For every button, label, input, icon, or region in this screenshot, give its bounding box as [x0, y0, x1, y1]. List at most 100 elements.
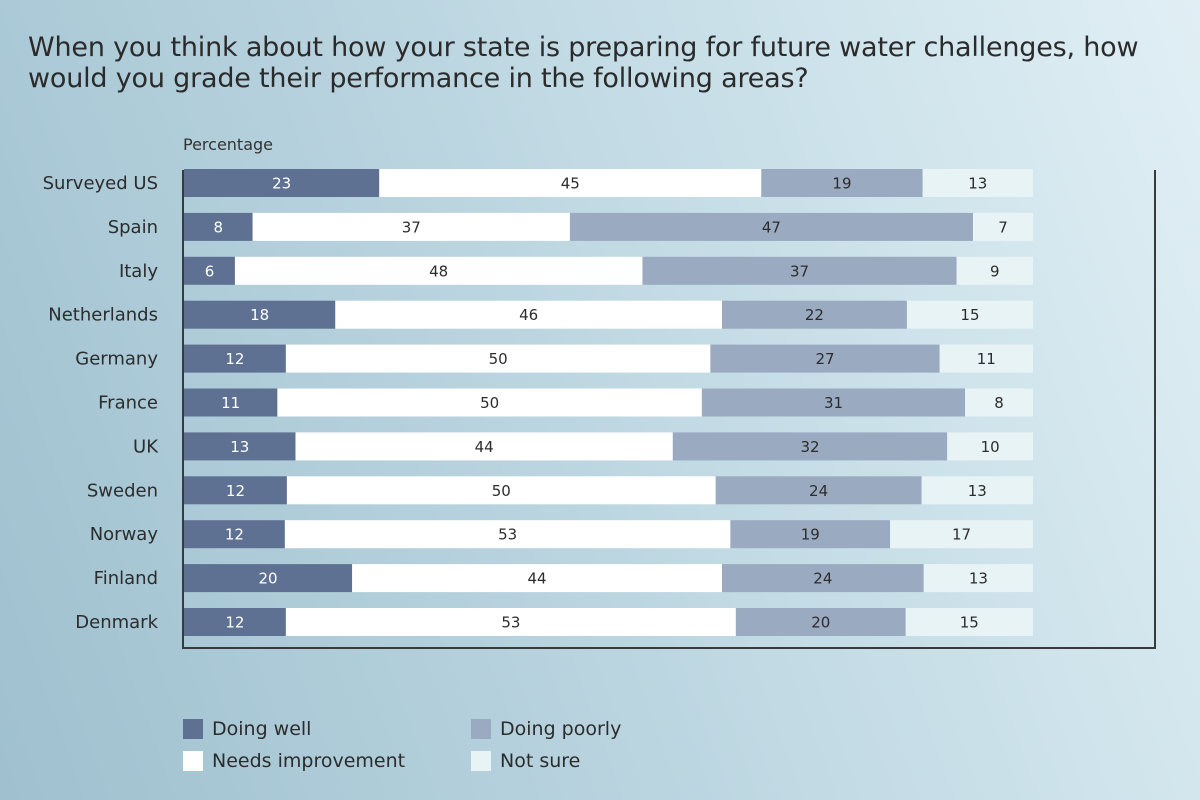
category-label-netherlands: Netherlands: [48, 305, 158, 326]
legend-item-doing-poorly: Doing poorly: [471, 718, 621, 740]
category-label-italy: Italy: [119, 261, 158, 282]
data-label-not-sure-netherlands: 15: [960, 306, 979, 324]
data-label-needs-improvement-italy: 48: [429, 262, 448, 280]
bar-doing-poorly-spain: [569, 212, 973, 241]
bar-not-sure-sweden: [921, 476, 1033, 505]
legend-item-needs-improvement: Needs improvement: [183, 750, 405, 772]
bar-needs-improvement-germany: [285, 344, 711, 373]
data-label-doing-well-finland: 20: [259, 570, 278, 588]
data-label-doing-well-germany: 12: [225, 350, 244, 368]
data-label-needs-improvement-finland: 44: [528, 570, 547, 588]
legend-item-doing-well: Doing well: [183, 718, 311, 740]
data-label-doing-well-denmark: 12: [225, 614, 244, 632]
bar-doing-poorly-denmark: [735, 608, 906, 636]
bar-needs-improvement-france: [277, 388, 702, 417]
bar-doing-well-norway: [184, 520, 285, 549]
bar-not-sure-france: [965, 388, 1033, 417]
data-label-doing-poorly-surveyed-us: 19: [832, 175, 851, 193]
bar-not-sure-denmark: [905, 608, 1033, 636]
data-label-needs-improvement-norway: 53: [498, 526, 517, 544]
bar-needs-improvement-norway: [284, 520, 731, 549]
legend-item-not-sure: Not sure: [471, 750, 580, 772]
bar-not-sure-italy: [956, 256, 1033, 285]
bar-doing-well-germany: [184, 344, 286, 373]
bar-doing-well-uk: [184, 432, 296, 461]
bar-needs-improvement-sweden: [286, 476, 716, 505]
data-label-not-sure-norway: 17: [952, 526, 971, 544]
data-label-not-sure-finland: 13: [969, 570, 988, 588]
bar-doing-well-netherlands: [184, 300, 336, 329]
data-label-needs-improvement-germany: 50: [489, 350, 508, 368]
chart-title: When you think about how your state is p…: [28, 32, 1139, 94]
bar-doing-well-france: [184, 388, 278, 417]
data-label-doing-poorly-spain: 47: [762, 218, 781, 236]
data-label-doing-well-italy: 6: [205, 262, 215, 280]
data-label-doing-well-france: 11: [221, 394, 240, 412]
bar-doing-poorly-uk: [672, 432, 948, 461]
category-label-france: France: [98, 393, 158, 414]
bar-doing-poorly-netherlands: [721, 300, 907, 329]
data-label-doing-well-netherlands: 18: [250, 306, 269, 324]
data-label-doing-well-norway: 12: [225, 526, 244, 544]
bar-not-sure-netherlands: [906, 300, 1033, 329]
category-label-surveyed-us: Surveyed US: [43, 173, 158, 194]
data-label-doing-poorly-france: 31: [824, 394, 843, 412]
bar-doing-poorly-sweden: [715, 476, 922, 505]
legend-label: Doing well: [212, 718, 312, 740]
bar-not-sure-germany: [939, 344, 1033, 373]
legend-swatch-doing-poorly: [471, 719, 491, 739]
data-label-doing-well-spain: 8: [214, 218, 224, 236]
bar-doing-poorly-italy: [642, 256, 957, 285]
bar-doing-poorly-norway: [730, 520, 891, 549]
data-label-not-sure-denmark: 15: [960, 614, 979, 632]
category-label-spain: Spain: [108, 217, 158, 238]
legend-label: Not sure: [500, 750, 581, 772]
data-label-needs-improvement-france: 50: [480, 394, 499, 412]
bar-doing-poorly-surveyed-us: [761, 169, 923, 197]
bar-doing-well-denmark: [184, 608, 286, 636]
legend-label: Needs improvement: [212, 750, 406, 772]
bar-not-sure-norway: [890, 520, 1033, 549]
data-label-doing-poorly-netherlands: 22: [805, 306, 824, 324]
bar-doing-well-finland: [184, 564, 353, 593]
bar-doing-poorly-france: [701, 388, 966, 417]
bar-needs-improvement-italy: [234, 256, 643, 285]
bar-not-sure-spain: [972, 212, 1033, 241]
data-label-not-sure-surveyed-us: 13: [968, 175, 987, 193]
bar-needs-improvement-uk: [295, 432, 673, 461]
legend-label: Doing poorly: [500, 718, 622, 740]
bar-needs-improvement-spain: [252, 212, 570, 241]
bar-doing-well-spain: [184, 212, 253, 241]
data-label-not-sure-germany: 11: [977, 350, 996, 368]
bar-doing-well-italy: [184, 256, 235, 285]
legend: Doing well Needs improvement Doing poorl…: [183, 718, 703, 778]
data-label-doing-poorly-uk: 32: [800, 438, 819, 456]
bar-not-sure-uk: [947, 432, 1033, 461]
data-label-not-sure-spain: 7: [998, 218, 1008, 236]
data-label-doing-poorly-germany: 27: [815, 350, 834, 368]
data-label-doing-poorly-norway: 19: [801, 526, 820, 544]
bar-needs-improvement-surveyed-us: [379, 169, 762, 197]
data-label-needs-improvement-sweden: 50: [492, 482, 511, 500]
bar-doing-poorly-finland: [721, 564, 924, 593]
bar-needs-improvement-finland: [352, 564, 722, 593]
category-label-uk: UK: [133, 436, 159, 457]
data-label-not-sure-uk: 10: [981, 438, 1000, 456]
data-label-needs-improvement-spain: 37: [402, 218, 421, 236]
data-label-not-sure-italy: 9: [990, 262, 1000, 280]
category-label-finland: Finland: [94, 568, 158, 589]
chart-frame: [182, 170, 1156, 649]
bar-doing-well-surveyed-us: [184, 169, 380, 197]
data-label-doing-poorly-sweden: 24: [809, 482, 828, 500]
data-label-doing-poorly-denmark: 20: [811, 614, 830, 632]
x-axis-label: Percentage: [183, 135, 274, 154]
bar-needs-improvement-netherlands: [335, 300, 722, 329]
bar-not-sure-finland: [923, 564, 1033, 593]
data-label-needs-improvement-netherlands: 46: [519, 306, 538, 324]
legend-swatch-not-sure: [471, 751, 491, 771]
data-label-needs-improvement-uk: 44: [475, 438, 494, 456]
legend-swatch-needs-improvement: [183, 751, 203, 771]
bar-doing-well-sweden: [184, 476, 287, 505]
category-label-sweden: Sweden: [87, 480, 158, 501]
